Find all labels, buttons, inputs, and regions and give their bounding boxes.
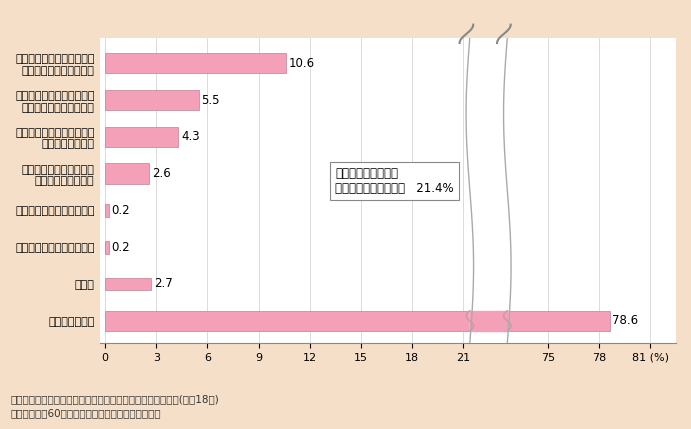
Bar [105, 127, 178, 147]
Bar [105, 163, 149, 184]
Bar [105, 53, 286, 73]
Bar [470, 37, 507, 343]
Bar [105, 311, 609, 331]
Text: 資料：内閣府「高齢者の生活と意識に関する国際比較調査」(平成18年)
　（注）全国60歳以上の男女を対象とした調査結果: 資料：内閣府「高齢者の生活と意識に関する国際比較調査」(平成18年) （注）全国… [10, 394, 219, 418]
Text: 4.3: 4.3 [181, 130, 200, 143]
Text: 0.2: 0.2 [111, 204, 130, 217]
Bar [105, 204, 108, 217]
Text: 5.5: 5.5 [202, 94, 220, 106]
Text: 2.7: 2.7 [153, 278, 173, 290]
Text: 2.6: 2.6 [152, 167, 171, 180]
Text: 何らかの学習活動に
参加している者の割合   21.4%: 何らかの学習活動に 参加している者の割合 21.4% [335, 167, 454, 195]
Bar [105, 241, 108, 254]
Bar [105, 278, 151, 290]
Bar [105, 90, 199, 110]
Text: 10.6: 10.6 [288, 57, 314, 70]
Bar [470, 311, 507, 331]
Text: 0.2: 0.2 [111, 241, 130, 254]
Text: 78.6: 78.6 [612, 314, 638, 327]
